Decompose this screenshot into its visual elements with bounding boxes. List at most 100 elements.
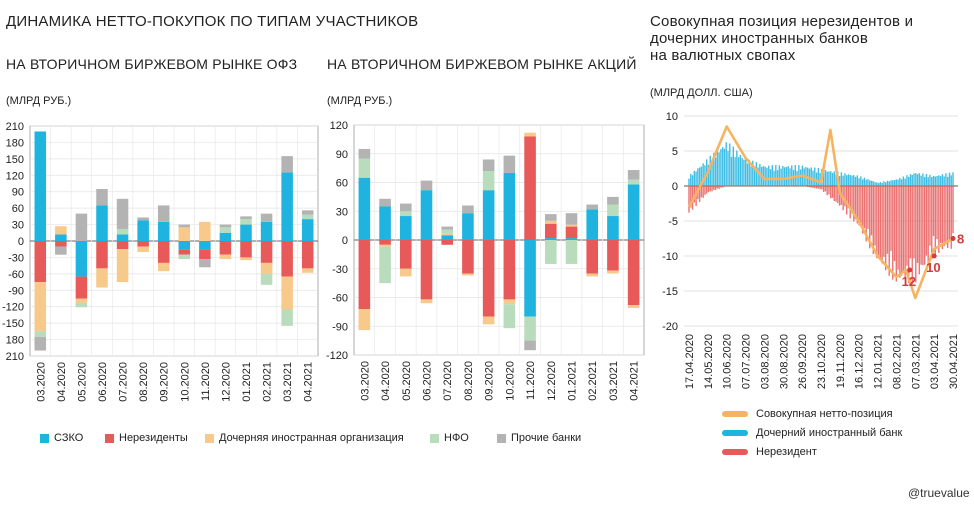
area-bar-sjko (739, 154, 742, 186)
legend-label: НФО (444, 432, 469, 444)
area-bar-sjko (856, 175, 859, 186)
x-tick-label: 02.2021 (587, 361, 599, 401)
area-bar-nonres (706, 186, 708, 194)
area-bar-nonres (918, 186, 921, 275)
area-bar-sjko (713, 152, 715, 186)
area-bar-nonres (886, 186, 889, 254)
area-bar-sjko (764, 166, 766, 186)
area-bar-sjko (950, 175, 952, 186)
area-bar-nonres (927, 186, 929, 263)
bar-daughter (586, 273, 599, 277)
bar-nonres (482, 240, 495, 317)
bar-daughter (627, 305, 640, 309)
area-bar-nonres (867, 186, 869, 229)
bar-daughter (178, 227, 191, 241)
bar-nfo (399, 211, 412, 217)
x-tick-label: 19.11.2020 (835, 334, 847, 388)
bar-daughter (219, 254, 232, 260)
bar-nfo (503, 304, 516, 329)
bar-nonres (281, 241, 293, 277)
area-bar-sjko (915, 173, 917, 186)
legend-label: Нерезиденты (119, 432, 188, 444)
area-bar-sjko (932, 175, 935, 186)
area-bar-sjko (861, 179, 864, 186)
area-bar-nonres (883, 186, 885, 257)
area-bar-sjko (785, 167, 788, 186)
area-bar-sjko (757, 167, 759, 186)
area-bar-sjko (925, 174, 928, 186)
bar-others (462, 205, 474, 214)
area-bar-sjko (842, 175, 844, 186)
bar-others (55, 246, 67, 255)
area-bar-sjko (884, 182, 887, 186)
legend-item-sjko: Дочерний иностранный банк (722, 427, 902, 439)
legend-swatch (205, 433, 214, 443)
bar-nonres (379, 240, 391, 245)
y-tick-label: 60 (336, 178, 348, 190)
x-tick-label: 23.10.2020 (816, 334, 828, 389)
area-bar-sjko (691, 175, 694, 186)
area-bar-sjko (847, 174, 850, 186)
y-tick-label: -150 (2, 318, 24, 330)
bar-nfo (607, 204, 619, 217)
area-bar-sjko (906, 175, 908, 186)
area-bar-nonres (837, 186, 839, 204)
area-bar-sjko (736, 150, 738, 186)
bar-sjko (379, 206, 391, 240)
swap-title-line-3: на валютных свопах (650, 47, 796, 64)
area-bar-nonres (807, 186, 809, 188)
area-bar-nonres (932, 186, 935, 237)
area-bar-nonres (870, 186, 873, 236)
area-bar-nonres (853, 186, 855, 222)
x-tick-label: 06.2020 (422, 361, 434, 401)
area-bar-sjko (810, 167, 812, 186)
area-bar-sjko (766, 167, 768, 186)
area-bar-nonres (826, 186, 828, 196)
area-bar-sjko (863, 177, 866, 186)
area-bar-nonres (877, 186, 880, 256)
legend-label: Совокупная нетто-позиция (756, 408, 893, 420)
bar-nfo (219, 227, 232, 233)
bar-daughter (607, 270, 619, 274)
area-bar-sjko (941, 174, 944, 186)
x-tick-label: 07.07.2020 (741, 334, 753, 389)
shares-unit-label: (МЛРД РУБ.) (327, 95, 393, 107)
area-bar-sjko (927, 177, 929, 186)
area-bar-sjko (725, 142, 727, 186)
bar-sjko (586, 209, 599, 240)
bar-daughter (75, 298, 88, 303)
x-tick-label: 10.06.2020 (722, 334, 734, 389)
x-tick-label: 04.2020 (380, 361, 392, 401)
annotation-label: 12 (902, 274, 916, 289)
area-bar-sjko (711, 162, 713, 186)
area-bar-sjko (874, 182, 876, 186)
y-tick-label: -60 (8, 269, 24, 281)
area-bar-sjko (886, 180, 889, 186)
area-bar-nonres (913, 186, 915, 259)
area-bar-nonres (881, 186, 883, 264)
area-bar-sjko (822, 172, 825, 186)
area-bar-sjko (870, 180, 873, 186)
area-bar-sjko (700, 166, 703, 186)
x-tick-label: 07.03.2021 (910, 334, 922, 389)
area-bar-nonres (945, 186, 947, 245)
bar-daughter (157, 262, 170, 272)
y-tick-label: 180 (6, 137, 24, 149)
legend-swatch (430, 433, 439, 443)
bar-sjko (137, 220, 149, 241)
area-bar-sjko (876, 182, 878, 186)
area-bar-sjko (746, 163, 749, 186)
bar-nfo (260, 273, 273, 285)
area-bar-nonres (950, 186, 952, 249)
area-bar-nonres (720, 186, 722, 188)
x-tick-label: 12.2020 (220, 362, 232, 402)
area-bar-sjko (946, 176, 949, 186)
area-bar-sjko (888, 181, 890, 186)
x-tick-label: 06.2020 (97, 362, 109, 402)
area-bar-nonres (897, 186, 899, 270)
bar-others (420, 180, 433, 191)
x-tick-label: 14.05.2020 (703, 334, 715, 389)
area-bar-sjko (851, 175, 853, 186)
area-bar-sjko (791, 165, 793, 186)
x-tick-label: 10.2020 (179, 362, 191, 402)
